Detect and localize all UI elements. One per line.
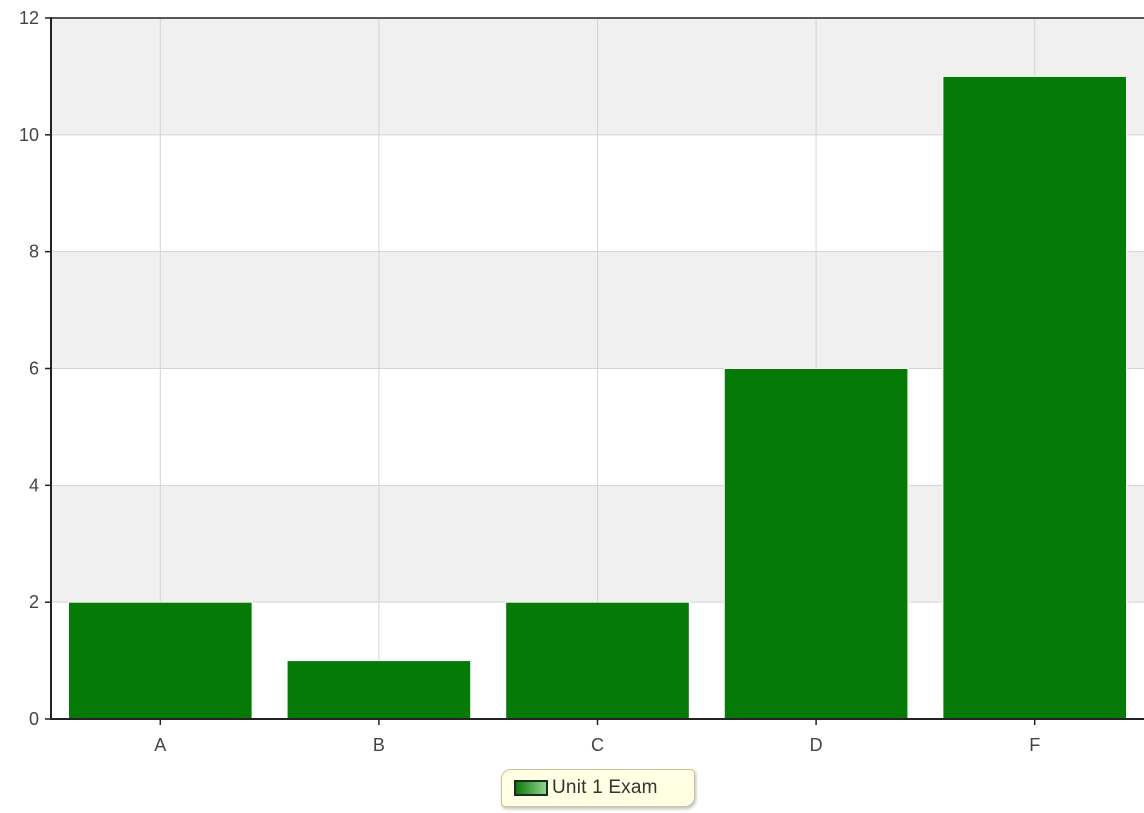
y-tick-label: 10	[19, 125, 39, 145]
bar-c	[505, 601, 690, 720]
chart-legend[interactable]: Unit 1 Exam	[501, 769, 695, 807]
legend-label-unit-1-exam: Unit 1 Exam	[552, 777, 658, 798]
bar-d	[723, 368, 909, 720]
y-tick-label: 2	[29, 592, 39, 612]
bar-b	[286, 660, 472, 720]
y-tick-label: 4	[29, 475, 39, 495]
x-tick-label: D	[810, 735, 823, 755]
y-tick-label: 0	[29, 709, 39, 729]
bar-f	[942, 75, 1128, 720]
legend-swatch-unit-1-exam	[514, 780, 548, 796]
bar-a	[67, 601, 253, 720]
x-tick-label: B	[373, 735, 385, 755]
y-tick-label: 6	[29, 359, 39, 379]
x-tick-label: F	[1029, 735, 1040, 755]
y-tick-label: 8	[29, 242, 39, 262]
y-tick-label: 12	[19, 8, 39, 28]
x-tick-label: A	[154, 735, 166, 755]
x-tick-label: C	[591, 735, 604, 755]
